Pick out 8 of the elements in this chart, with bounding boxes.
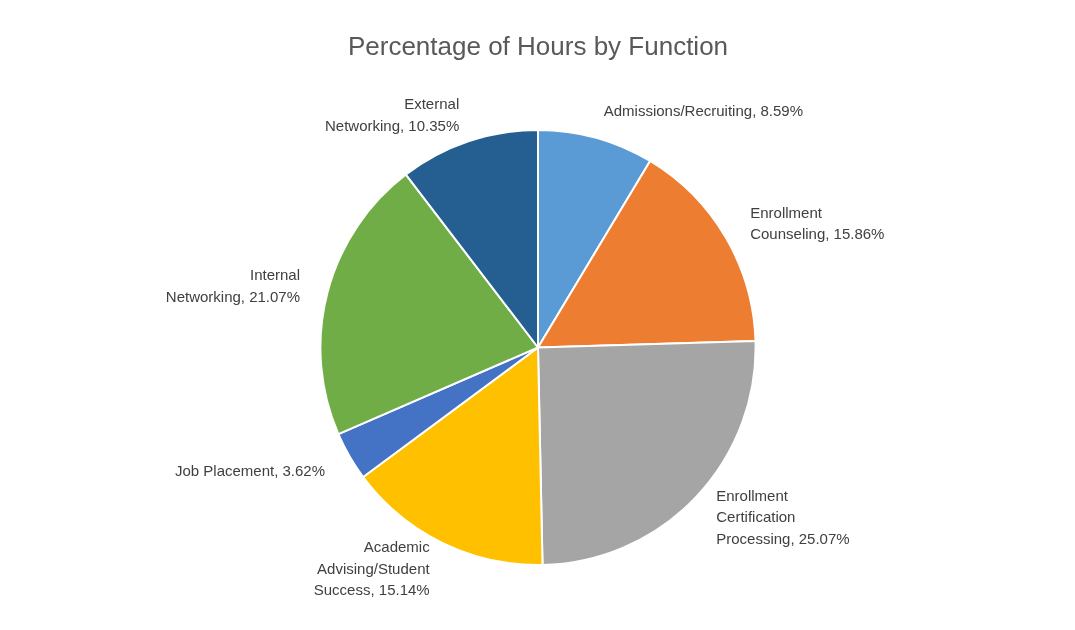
- chart-title: Percentage of Hours by Function: [347, 30, 729, 61]
- slice-label: Enrollment Counseling, 15.86%: [750, 204, 885, 243]
- slice-label: Job Placement, 3.62%: [174, 461, 326, 479]
- slice-label: Enrollment Certification Processing, 25.07%: [716, 487, 850, 547]
- slice-label: External Networking, 10.35%: [324, 95, 460, 134]
- slice-label: Internal Networking, 21.07%: [165, 266, 301, 305]
- slice-label: Admissions/Recruiting, 8.59%: [603, 102, 804, 120]
- slice-label: Academic Advising/Student Success, 15.14%: [313, 538, 431, 598]
